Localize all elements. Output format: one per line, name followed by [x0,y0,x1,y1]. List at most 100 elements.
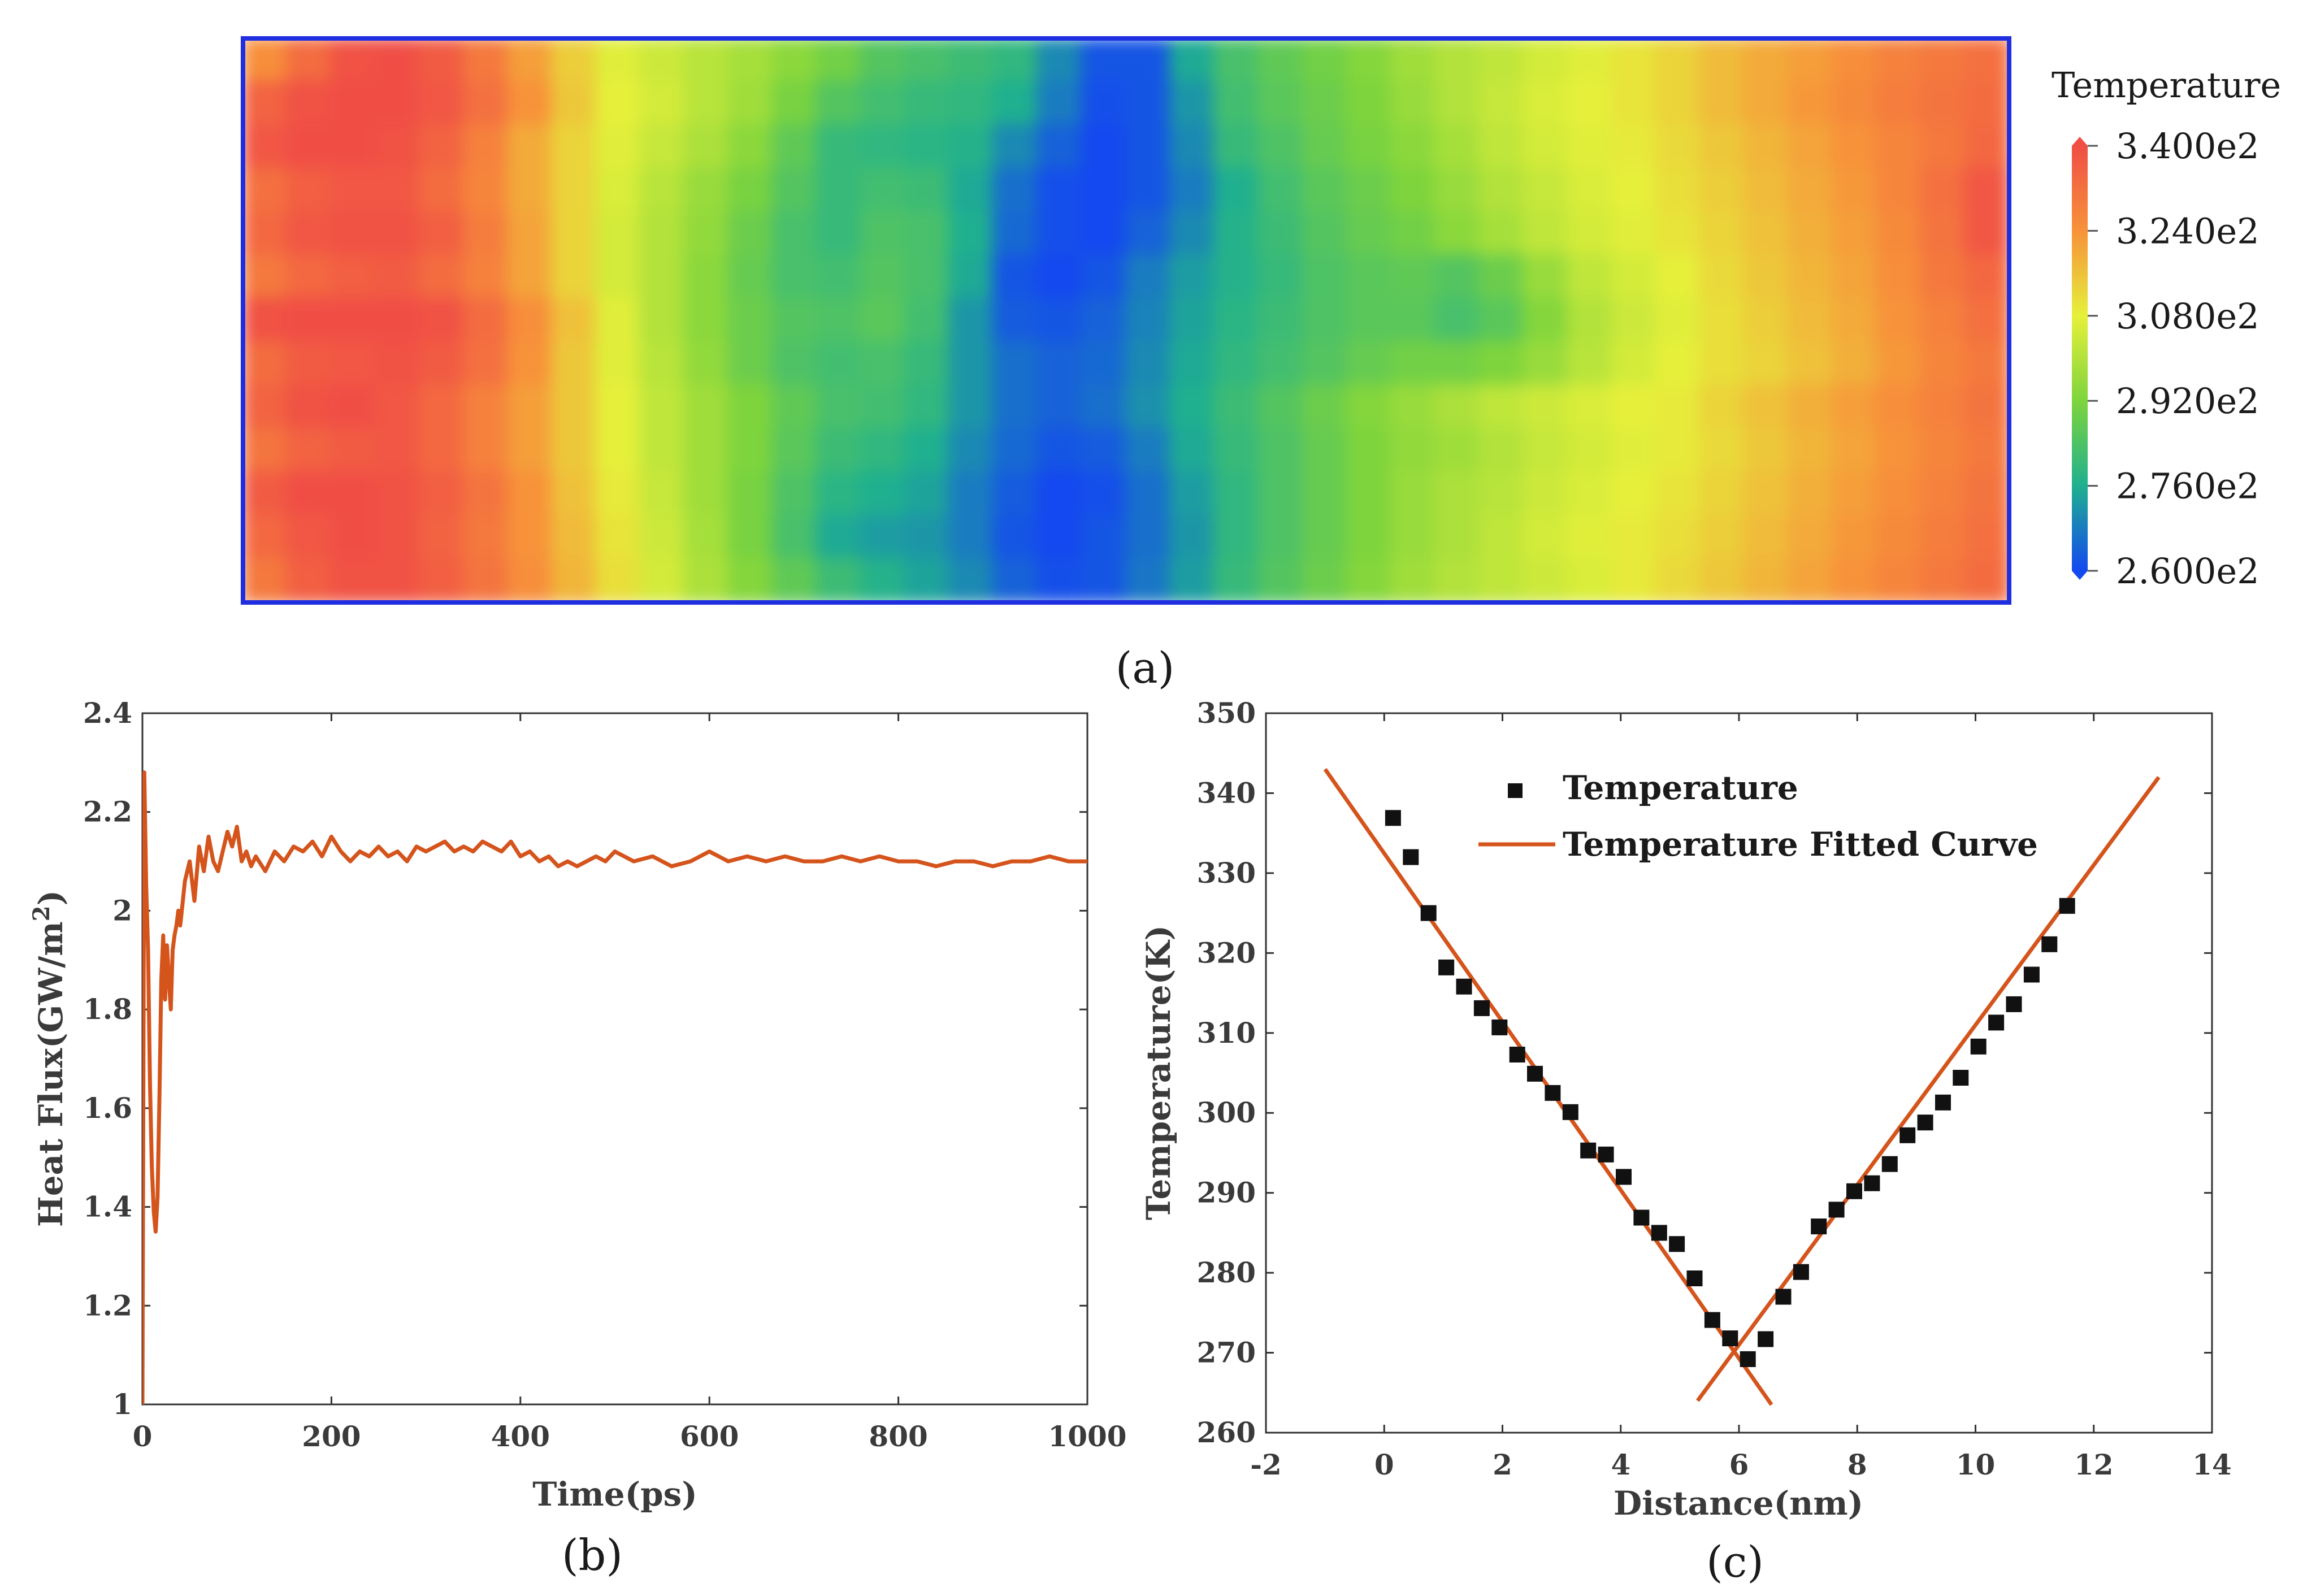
heatmap-cell [1390,558,1437,602]
heatmap-cell [1787,297,1834,344]
heatmap-cell [1787,80,1834,127]
heatmap-cell [1213,211,1260,257]
heatmap-cell [1478,427,1525,474]
heatmap-cell [1478,297,1525,344]
temperature-point [2023,966,2040,983]
heatmap-cell [1125,124,1172,170]
heatmap-cell [727,167,774,214]
heatmap-cell [1346,427,1393,474]
heatmap-cell [1302,558,1348,602]
heatmap-cell [550,211,597,257]
heatmap-cell [904,297,951,344]
heatmap-cell [1743,341,1790,387]
heatmap-cell [1963,254,2009,300]
y-tick-label-b: 2.4 [83,696,132,730]
temperature-point [2059,897,2075,914]
heatmap-cell [992,514,1039,561]
heatmap-cell [948,124,995,170]
heatmap-cell [1169,384,1216,430]
temperature-point [1811,1218,1827,1235]
heatmap-cell [1346,384,1393,430]
heatmap-cell [1302,297,1348,344]
heatmap-cell [1213,427,1260,474]
heatmap-cell [1081,384,1127,430]
heatmap-cell [418,80,465,127]
heatmap-cell [1963,341,2009,387]
heatmap-cell [860,211,907,257]
heatmap-cell [1787,341,1834,387]
temperature-profile-chart: -2 0 2 4 6 8 10 12 14 260 270 280 290 300 310 320 330 340… [1139,696,2232,1523]
heatmap-cell [1787,211,1834,257]
x-tick-label-c: 12 [2074,1448,2114,1481]
heatmap-cell [595,558,642,602]
x-tick-label-c: 6 [1729,1448,1749,1481]
heat-flux-series-line [142,770,1087,1404]
heatmap-cell [1302,427,1348,474]
heatmap-cell [639,427,686,474]
colorbar-tick-label: 3.080e2 [2116,296,2259,337]
heatmap-cell [462,124,509,170]
heatmap-cell [1566,211,1613,257]
heatmap-cell [1125,384,1172,430]
heatmap-cell [1478,80,1525,127]
heatmap-cell [595,427,642,474]
temperature-point [1616,1169,1632,1185]
heatmap-cell [506,384,553,430]
heatmap-cell [948,254,995,300]
heatmap-cell [992,254,1039,300]
heatmap-cell [1081,211,1127,257]
heatmap-cell [860,384,907,430]
x-tick-label-b: 800 [869,1420,927,1453]
heatmap-cell [1743,124,1790,170]
heatmap-cell [1125,471,1172,517]
heatmap-cell [1610,211,1657,257]
heatmap-cell [948,514,995,561]
heatmap-cell [1919,471,1966,517]
heatmap-cell [1522,297,1569,344]
heatmap-cell [506,341,553,387]
colorbar-tick-label: 2.920e2 [2116,380,2259,422]
heatmap-cell [1610,297,1657,344]
heatmap-cell [639,167,686,214]
heatmap-cell [1875,254,1922,300]
heatmap-cell [771,558,818,602]
heatmap-cell [860,167,907,214]
heatmap-cell [1346,211,1393,257]
x-tick-label-c: 2 [1493,1448,1512,1481]
heatmap-cell [727,341,774,387]
heatmap-cell [1963,38,2009,83]
heatmap-cell [683,341,730,387]
heatmap-cell [374,80,421,127]
heatmap-cell [1787,384,1834,430]
temperature-point [1438,959,1455,975]
heatmap-cell [992,471,1039,517]
x-tick-label-c: -2 [1250,1448,1282,1481]
heatmap-cell [816,211,862,257]
heatmap-cell [860,124,907,170]
heatmap-cell [243,514,289,561]
heatmap-cell [1302,167,1348,214]
temperature-heatmap [241,36,2011,605]
heatmap-cell [1036,167,1083,214]
heatmap-cell [1610,254,1657,300]
heatmap-cell [286,471,333,517]
colorbar-tick-label: 3.400e2 [2116,125,2259,167]
heatmap-cell [1302,384,1348,430]
heatmap-cell [1743,297,1790,344]
y-tick-label-c: 310 [1197,1016,1256,1049]
heatmap-cell [1390,471,1437,517]
heatmap-cell [506,514,553,561]
heatmap-cell [1346,38,1393,83]
heatmap-cell [1125,297,1172,344]
heatmap-cell [1478,38,1525,83]
heatmap-cell [1125,80,1172,127]
temperature-point [1953,1070,1969,1086]
heatmap-cell [683,384,730,430]
heatmap-cell [1257,471,1304,517]
heatmap-cell [1257,558,1304,602]
temperature-point [1598,1146,1614,1163]
heatmap-cell [286,124,333,170]
heatmap-cell [1522,80,1569,127]
heatmap-cell [374,124,421,170]
heatmap-cell [1125,254,1172,300]
